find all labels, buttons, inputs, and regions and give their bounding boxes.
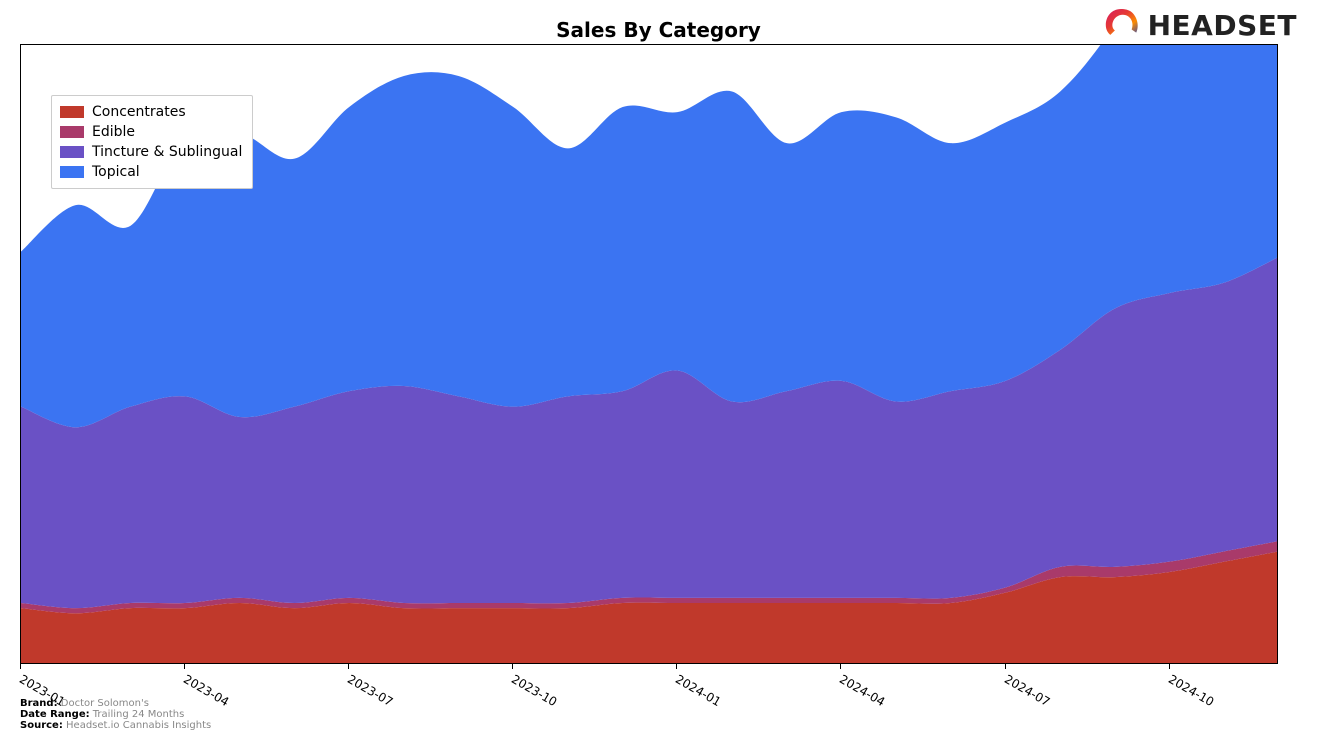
legend-label: Concentrates (92, 102, 186, 122)
x-tick (184, 664, 185, 669)
x-tick (676, 664, 677, 669)
x-tick (840, 664, 841, 669)
x-tick (20, 664, 21, 669)
legend-swatch (60, 166, 84, 178)
legend-label: Tincture & Sublingual (92, 142, 242, 162)
headset-logo-icon (1102, 6, 1140, 44)
x-tick (348, 664, 349, 669)
footer-date-range: Date Range: Trailing 24 Months (20, 709, 211, 720)
plot-area: ConcentratesEdibleTincture & SublingualT… (20, 44, 1278, 664)
legend-item: Topical (60, 162, 242, 182)
footer-brand: Brand: Doctor Solomon's (20, 698, 211, 709)
legend-label: Topical (92, 162, 140, 182)
legend: ConcentratesEdibleTincture & SublingualT… (51, 95, 253, 189)
legend-label: Edible (92, 122, 135, 142)
legend-swatch (60, 106, 84, 118)
x-tick (512, 664, 513, 669)
legend-swatch (60, 126, 84, 138)
x-tick-label: 2023-07 (345, 672, 395, 709)
chart-footer: Brand: Doctor Solomon's Date Range: Trai… (20, 698, 211, 731)
legend-swatch (60, 146, 84, 158)
x-tick-label: 2024-01 (673, 672, 723, 709)
brand-logo: HEADSET (1102, 6, 1297, 44)
x-tick-label: 2024-04 (837, 672, 887, 709)
x-tick-label: 2024-07 (1002, 672, 1052, 709)
x-tick-label: 2024-10 (1166, 672, 1216, 709)
footer-source: Source: Headset.io Cannabis Insights (20, 720, 211, 731)
legend-item: Concentrates (60, 102, 242, 122)
x-tick (1005, 664, 1006, 669)
brand-logo-text: HEADSET (1148, 9, 1297, 42)
legend-item: Edible (60, 122, 242, 142)
x-tick (1169, 664, 1170, 669)
chart-container: Sales By Category HEADSET ConcentratesEd… (0, 0, 1317, 749)
x-tick-label: 2023-10 (509, 672, 559, 709)
legend-item: Tincture & Sublingual (60, 142, 242, 162)
